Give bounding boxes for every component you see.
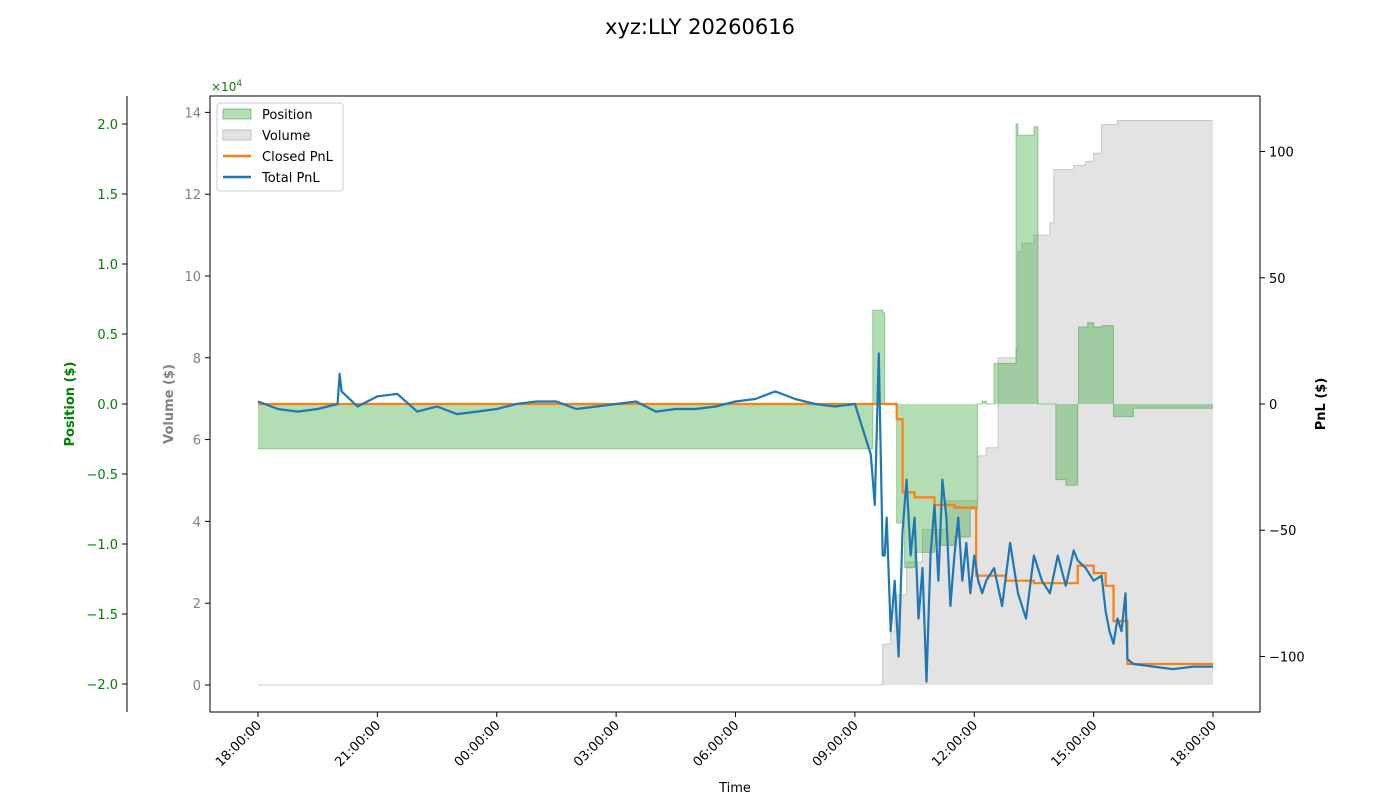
pnl-tick-label: 50: [1269, 272, 1286, 287]
x-tick-label: 09:00:00: [810, 718, 862, 770]
legend: Position Volume Closed PnL Total PnL: [216, 102, 344, 192]
position-tick-label: −1.5: [86, 608, 118, 623]
volume-axis-label: Volume ($): [162, 364, 177, 444]
x-tick-label: 15:00:00: [1049, 718, 1101, 770]
plot-area: [257, 120, 1213, 686]
volume-tick-label: 10: [184, 270, 201, 285]
x-tick-label: 18:00:00: [1168, 718, 1220, 770]
position-tick-label: −1.0: [86, 538, 118, 553]
legend-label-closed-pnl: Closed PnL: [262, 150, 334, 165]
legend-label-position: Position: [262, 108, 313, 123]
volume-tick-label: 8: [193, 352, 201, 367]
position-area: [258, 124, 1213, 568]
volume-tick-label: 14: [184, 106, 201, 121]
legend-swatch-position: [222, 108, 252, 120]
legend-swatch-volume: [222, 129, 252, 141]
x-tick-label: 18:00:00: [213, 718, 265, 770]
position-tick-label: −0.5: [86, 468, 118, 483]
volume-tick-label: 4: [193, 515, 201, 530]
legend-label-total-pnl: Total PnL: [261, 171, 320, 186]
volume-tick-label: 6: [193, 434, 201, 449]
legend-label-volume: Volume: [262, 129, 310, 144]
position-scale-label: ×104: [211, 79, 242, 94]
x-tick-label: 12:00:00: [929, 718, 981, 770]
x-tick-label: 21:00:00: [332, 718, 384, 770]
position-axis-label: Position ($): [63, 362, 78, 447]
x-tick-label: 00:00:00: [452, 718, 504, 770]
position-tick-label: 0.0: [97, 398, 118, 413]
x-axis-label: Time: [718, 781, 751, 796]
volume-area: [258, 120, 1213, 685]
position-tick-label: 0.5: [97, 328, 118, 343]
pnl-tick-label: −50: [1269, 524, 1296, 539]
legend-frame: [216, 102, 344, 192]
x-tick-label: 03:00:00: [571, 718, 623, 770]
total-pnl-line: [257, 352, 1213, 683]
pnl-axis-label: PnL ($): [1314, 378, 1329, 431]
pnl-tick-label: 0: [1269, 398, 1277, 413]
volume-tick-label: 0: [193, 679, 201, 694]
position-line: [258, 123, 1213, 569]
position-tick-label: 2.0: [97, 118, 118, 133]
volume-line: [258, 120, 1213, 686]
position-tick-label: −2.0: [86, 678, 118, 693]
pnl-tick-label: 100: [1269, 146, 1294, 161]
position-tick-label: 1.5: [97, 188, 118, 203]
x-tick-label: 06:00:00: [690, 718, 742, 770]
volume-tick-label: 12: [184, 188, 201, 203]
chart-title: xyz:LLY 20260616: [605, 15, 795, 39]
position-tick-label: 1.0: [97, 258, 118, 273]
pnl-tick-label: −100: [1269, 650, 1305, 665]
volume-tick-label: 2: [193, 597, 201, 612]
